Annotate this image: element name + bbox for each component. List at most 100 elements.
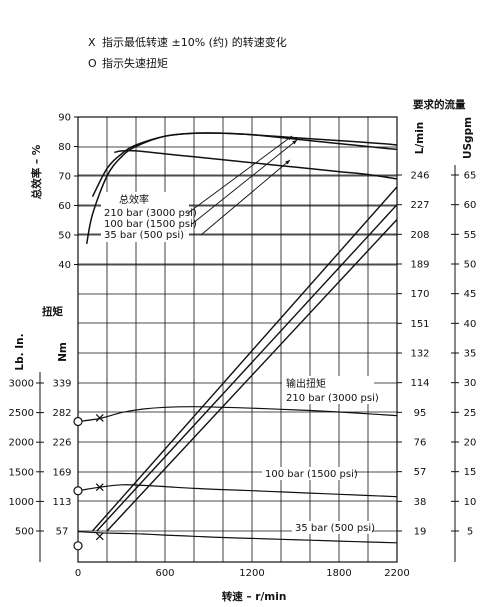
flow-lmin-tick-label: 132 (410, 349, 429, 360)
torque-nm-unit: Nm (57, 342, 69, 362)
legend-circle-text: 指示失速扭矩 (102, 56, 168, 70)
flow-lmin-tick-label: 114 (410, 378, 429, 389)
flow-usgpm-tick-label: 55 (464, 230, 477, 241)
leader-arrow (187, 135, 293, 214)
flow-lmin-tick-label: 208 (410, 230, 429, 241)
torque-nm-tick-label: 169 (52, 467, 71, 478)
flow-usgpm-tick-label: 20 (464, 438, 477, 449)
efficiency-tick-label: 50 (58, 231, 71, 242)
efficiency-label-bg (101, 192, 189, 242)
flow-line (91, 186, 398, 532)
torque-lbin-tick-label: 2000 (9, 438, 34, 449)
legend-cross-text: 指示最低转速 ±10% (约) 的转速变化 (102, 35, 287, 49)
torque-lbin-unit: Lb. In. (14, 333, 26, 370)
efficiency-labels-title: 总效率 (119, 193, 149, 206)
flow-usgpm-tick-label: 15 (464, 467, 477, 478)
x-tick-label: 2200 (384, 568, 409, 579)
torque-label-bg (292, 521, 372, 534)
torque-nm-tick-label: 339 (52, 379, 71, 390)
min-speed-marker-stroke (95, 532, 104, 541)
torque-nm-tick-label: 57 (56, 527, 69, 538)
torque-lbin-tick-label: 2500 (9, 408, 34, 419)
efficiency-series-label: 35 bar (500 psi) (104, 230, 184, 241)
torque-label-bg (282, 376, 374, 404)
torque-lbin-tick-label: 500 (15, 527, 34, 538)
flow-lmin-tick-label: 95 (414, 408, 427, 419)
torque-line (77, 531, 398, 544)
torque-nm-tick-label: 113 (52, 497, 71, 508)
torque-series-label: 35 bar (500 psi) (295, 523, 375, 534)
torque-series-label: 100 bar (1500 psi) (265, 469, 358, 480)
leader-arrow (191, 139, 298, 225)
efficiency-line (85, 132, 398, 245)
min-speed-marker-stroke (95, 414, 104, 422)
efficiency-tick-label: 40 (58, 260, 71, 271)
leader-arrow-head (292, 140, 297, 145)
x-tick-label: 1200 (239, 568, 264, 579)
plot-border (77, 116, 398, 563)
efficiency-line (114, 149, 398, 180)
flow-usgpm-tick-label: 25 (464, 408, 477, 419)
stall-torque-marker (73, 486, 83, 496)
x-axis-title: 转速 – r/min (222, 590, 287, 603)
flow-usgpm-tick-label: 30 (464, 378, 477, 389)
flow-usgpm-tick-label: 35 (464, 349, 477, 360)
flow-lmin-unit: L/min (414, 122, 426, 155)
min-speed-marker-stroke (95, 483, 104, 492)
torque-lbin-tick-label: 3000 (9, 379, 34, 390)
flow-lmin-tick-label: 57 (414, 467, 427, 478)
torque-line (77, 484, 398, 498)
flow-lmin-tick-label: 19 (414, 527, 427, 538)
flow-usgpm-tick-label: 45 (464, 289, 477, 300)
stall-torque-marker (73, 541, 83, 551)
efficiency-series-label: 100 bar (1500 psi) (104, 219, 197, 230)
flow-lmin-tick-label: 227 (410, 200, 429, 211)
flow-lmin-tick-label: 151 (410, 319, 429, 330)
legend-cross-mark: X (88, 36, 96, 49)
torque-lbin-tick-label: 1500 (9, 467, 34, 478)
flow-lmin-tick-label: 76 (414, 438, 427, 449)
efficiency-axis-title: 总效率 – % (30, 144, 43, 199)
legend-circle-mark: O (88, 57, 97, 70)
efficiency-series-label: 210 bar (3000 psi) (104, 208, 197, 219)
leader-arrow (200, 159, 291, 236)
torque-labels-title: 输出扭矩 (286, 377, 326, 390)
leader-arrow-head (287, 136, 292, 141)
flow-usgpm-tick-label: 5 (467, 527, 473, 538)
flow-usgpm-tick-label: 65 (464, 171, 477, 182)
torque-nm-tick-label: 282 (52, 408, 71, 419)
flow-lmin-tick-label: 189 (410, 260, 429, 271)
efficiency-tick-label: 90 (58, 113, 71, 124)
flow-usgpm-tick-label: 40 (464, 319, 477, 330)
flow-usgpm-tick-label: 10 (464, 497, 477, 508)
min-speed-marker (95, 414, 104, 422)
torque-axis-title: 扭矩 (42, 305, 63, 318)
min-speed-marker (95, 532, 104, 541)
efficiency-tick-label: 70 (58, 172, 71, 183)
x-tick-label: 600 (155, 568, 174, 579)
torque-line (77, 406, 398, 423)
flow-usgpm-tick-label: 60 (464, 200, 477, 211)
markers (73, 414, 104, 551)
stall-torque-marker (73, 416, 83, 427)
flow-lmin-tick-label: 170 (410, 289, 429, 300)
flow-lmin-tick-label: 246 (410, 171, 429, 182)
flow-line (106, 219, 398, 532)
flow-line (96, 204, 398, 532)
torque-series-label: 210 bar (3000 psi) (286, 393, 379, 404)
leader-arrow-head (285, 160, 290, 165)
torque-nm-tick-label: 226 (52, 438, 71, 449)
torque-label-bg (262, 467, 354, 480)
min-speed-marker (95, 483, 104, 492)
flow-usgpm-tick-label: 50 (464, 260, 477, 271)
efficiency-tick-label: 80 (58, 142, 71, 153)
torque-lbin-tick-label: 1000 (9, 497, 34, 508)
efficiency-line (91, 132, 398, 198)
flow-axis-title: 要求的流量 (413, 98, 466, 111)
efficiency-tick-label: 60 (58, 201, 71, 212)
x-tick-label: 0 (75, 568, 81, 579)
x-tick-label: 1800 (326, 568, 351, 579)
